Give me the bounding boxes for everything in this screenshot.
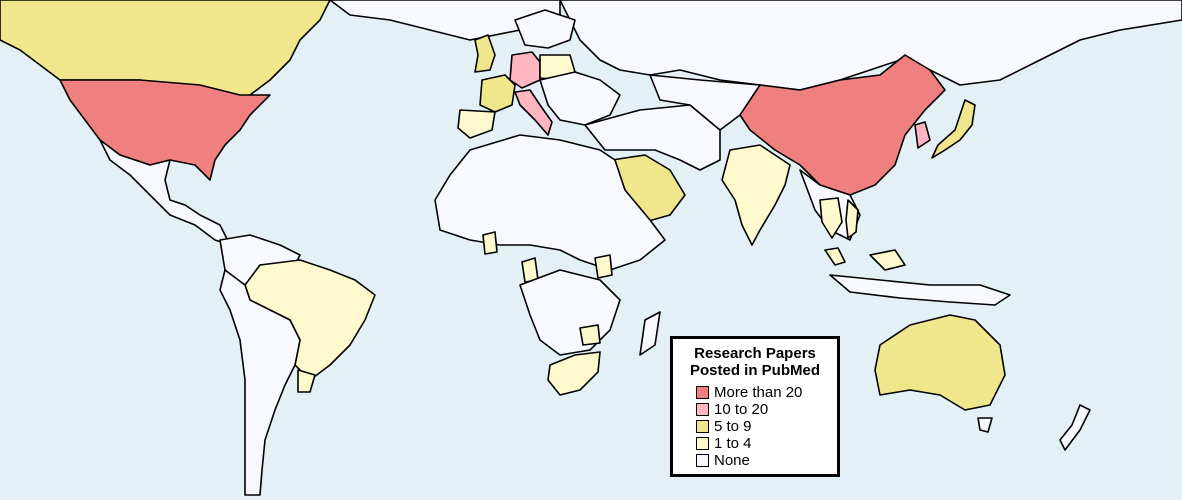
country-central-africa [519,269,621,356]
legend-swatch [696,386,709,399]
legend-item-10-to-20: 10 to 20 [696,401,827,418]
country-tasmania [977,417,993,433]
legend-item-5-to-9: 5 to 9 [696,418,827,435]
country-western-south-america [219,269,301,496]
legend-item-more-than-20: More than 20 [696,384,827,401]
country-thailand [819,197,843,239]
country-india [721,144,791,246]
legend-swatch [696,437,709,450]
legend-label: 5 to 9 [714,418,752,435]
country-germany [509,51,541,89]
legend-label: 1 to 4 [714,435,752,452]
country-south-korea [914,121,931,149]
legend-swatch [696,403,709,416]
legend-label: None [714,452,750,469]
legend-title-line2: Posted in PubMed [689,362,820,379]
country-south-africa [547,351,601,396]
legend-label: 10 to 20 [714,401,769,418]
map-legend: Research Papers Posted in PubMed More th… [670,336,840,477]
country-united-kingdom [474,34,496,73]
legend-label: More than 20 [714,384,803,401]
country-maritime-southeast-asia [829,274,1011,306]
country-scandinavia [514,9,576,49]
legend-swatch [696,454,709,467]
country-middle-east [584,104,721,171]
legend-title: Research Papers Posted in PubMed [683,345,827,379]
country-mexico [99,139,231,246]
country-indonesia [869,249,906,271]
country-france [479,74,516,113]
legend-title-line1: Research Papers [694,345,816,362]
country-madagascar [639,311,661,356]
country-vietnam [845,199,859,239]
country-kenya [594,254,613,279]
legend-item-1-to-4: 1 to 4 [696,435,827,452]
country-eastern-europe [539,71,621,126]
country-uruguay [297,369,316,393]
country-zimbabwe [579,324,601,346]
country-china [739,54,946,196]
country-malaysia [824,247,846,266]
country-japan [931,99,976,159]
country-greenland [329,0,561,41]
legend-item-none: None [696,452,827,469]
country-spain [457,109,496,139]
country-italy [514,89,553,136]
country-russia [559,0,1182,91]
country-new-zealand [1059,404,1091,451]
country-usa [59,79,271,181]
country-australia [874,314,1006,411]
country-ghana [482,231,498,255]
legend-swatch [696,420,709,433]
country-north-africa [434,134,666,271]
